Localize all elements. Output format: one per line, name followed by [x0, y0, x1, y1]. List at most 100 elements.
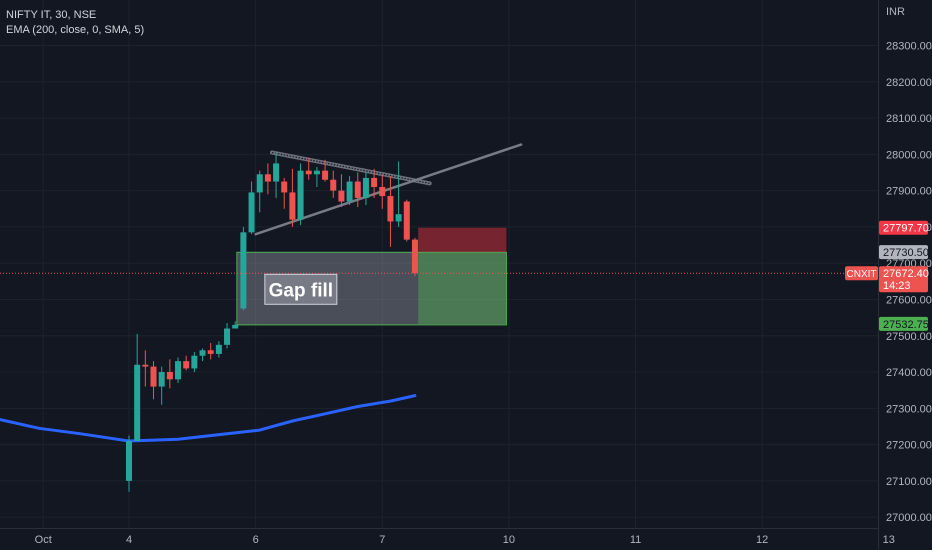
y-tick-label: 27100.00 [886, 476, 932, 488]
candle-body [273, 163, 280, 182]
ema-200-line [0, 394, 417, 443]
candle [150, 361, 157, 400]
price-label-text: 27532.75 [883, 319, 929, 331]
candle-body [403, 201, 410, 240]
candle [183, 355, 190, 371]
candle [289, 168, 296, 227]
x-tick-label: 10 [503, 534, 515, 546]
candle-body [134, 364, 141, 441]
candle [403, 199, 410, 242]
candle-body [166, 372, 173, 380]
candle-body [264, 174, 271, 182]
candle [215, 341, 222, 358]
candle-body [379, 186, 386, 197]
candle [248, 181, 255, 235]
gap-fill-label[interactable]: Gap fill [269, 280, 333, 301]
candle-body [387, 196, 394, 222]
price-label-bg [879, 245, 928, 260]
candle-body [256, 174, 263, 193]
candle-body [354, 181, 361, 198]
x-tick-label: 11 [630, 534, 641, 546]
candle-body [297, 170, 304, 220]
ema-layer [0, 394, 417, 443]
candle-body [305, 170, 312, 175]
candle-body [322, 170, 329, 180]
candle [305, 157, 312, 180]
candle-body [232, 324, 239, 329]
price-axis[interactable]: INR 28300.00 28200.00 28100.00 28000.00 27900… [845, 0, 932, 550]
candle [191, 352, 198, 373]
candle [142, 350, 149, 387]
candle [371, 168, 378, 198]
candle-body [142, 364, 149, 367]
y-tick-label: 28000.00 [886, 149, 932, 161]
candle-body [224, 328, 231, 345]
candle-body [199, 350, 206, 356]
y-tick-label: 27600.00 [886, 294, 932, 306]
candle-body [240, 232, 247, 309]
candle-body [395, 214, 402, 222]
candle [207, 343, 214, 360]
wedge-upper-trendline[interactable] [269, 150, 432, 186]
currency-label: INR [886, 6, 905, 18]
symbol-badge-bg [845, 266, 878, 281]
candle-body [183, 361, 190, 369]
candle [322, 159, 329, 182]
y-tick-label: 27300.00 [886, 403, 932, 415]
candle [354, 172, 361, 207]
candle [411, 237, 418, 276]
candle-body [371, 177, 378, 187]
candle [362, 172, 369, 206]
drawings[interactable] [236, 143, 523, 326]
x-tick-label: 7 [379, 534, 385, 546]
candle-body [338, 190, 345, 202]
symbol-badge: CNXIT [847, 269, 877, 280]
overlays: Gap fill [0, 272, 878, 305]
time-axis[interactable]: Oct 4 6 7 10 11 12 13 [0, 528, 895, 547]
price-label-text: 27672.40 [883, 268, 929, 280]
candle [256, 170, 263, 213]
candle [134, 333, 141, 441]
wedge-lower-extension[interactable] [442, 143, 523, 172]
y-tick-label: 28100.00 [886, 113, 932, 125]
y-tick-label: 28300.00 [886, 40, 932, 52]
candle [346, 176, 353, 206]
candle [224, 323, 231, 349]
candle-body [346, 181, 353, 202]
price-label-countdown: 14:23 [883, 280, 911, 292]
candle-body [289, 192, 296, 220]
candle [166, 359, 173, 389]
candle [232, 321, 239, 329]
candle-body [248, 192, 255, 233]
candle [281, 177, 288, 209]
short-position-target-zone[interactable] [418, 252, 507, 324]
candle [379, 174, 386, 209]
candle [395, 161, 402, 227]
candle-body [281, 181, 288, 193]
gap-fill-label-box[interactable] [264, 273, 338, 305]
price-label-text: 27797.70 [883, 223, 929, 235]
x-tick-label: 12 [756, 534, 768, 546]
price-label-bg [879, 266, 928, 293]
y-tick-label: 27900.00 [886, 186, 932, 198]
price-axis-label: 27797.70 [879, 220, 929, 235]
candles [126, 152, 418, 492]
candle-body [215, 344, 222, 354]
candle-body [411, 239, 418, 274]
y-tick-label: 28200.00 [886, 77, 932, 89]
symbol-title[interactable]: NIFTY IT, 30, NSE [6, 9, 97, 21]
candle [126, 435, 132, 492]
short-position-stop-zone[interactable] [418, 227, 507, 253]
candle-body [126, 440, 132, 481]
price-label-bg [879, 220, 928, 235]
candle-body [313, 170, 320, 175]
candle [330, 170, 337, 198]
price-axis-label: 27730.50 [879, 245, 929, 260]
candle-body [150, 366, 157, 387]
x-tick-label: 13 [883, 534, 895, 546]
indicator-title[interactable]: EMA (200, close, 0, SMA, 5) [6, 24, 145, 36]
chart-legend: NIFTY IT, 30, NSE EMA (200, close, 0, SM… [6, 8, 144, 38]
candle [273, 152, 280, 198]
